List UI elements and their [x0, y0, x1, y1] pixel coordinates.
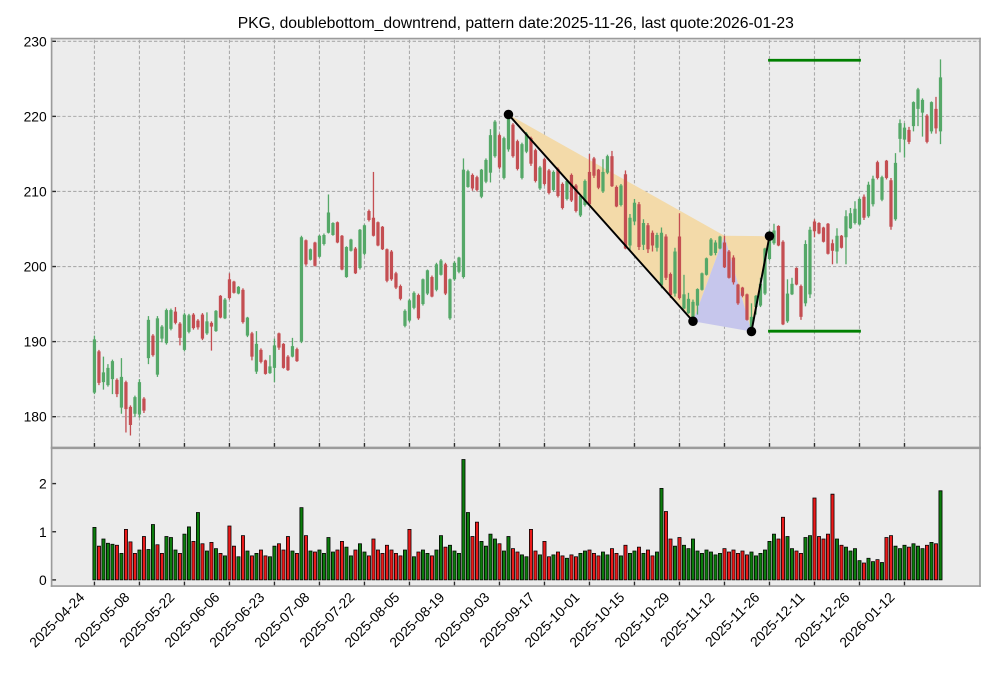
svg-text:1: 1 [39, 524, 47, 540]
svg-text:220: 220 [24, 108, 47, 124]
svg-text:230: 230 [24, 33, 47, 49]
svg-text:210: 210 [24, 183, 47, 199]
svg-text:180: 180 [24, 409, 47, 425]
svg-text:190: 190 [24, 334, 47, 350]
svg-text:0: 0 [39, 572, 47, 588]
svg-text:200: 200 [24, 259, 47, 275]
svg-text:PKG, doublebottom_downtrend, p: PKG, doublebottom_downtrend, pattern dat… [238, 15, 794, 32]
svg-text:2: 2 [39, 476, 47, 492]
